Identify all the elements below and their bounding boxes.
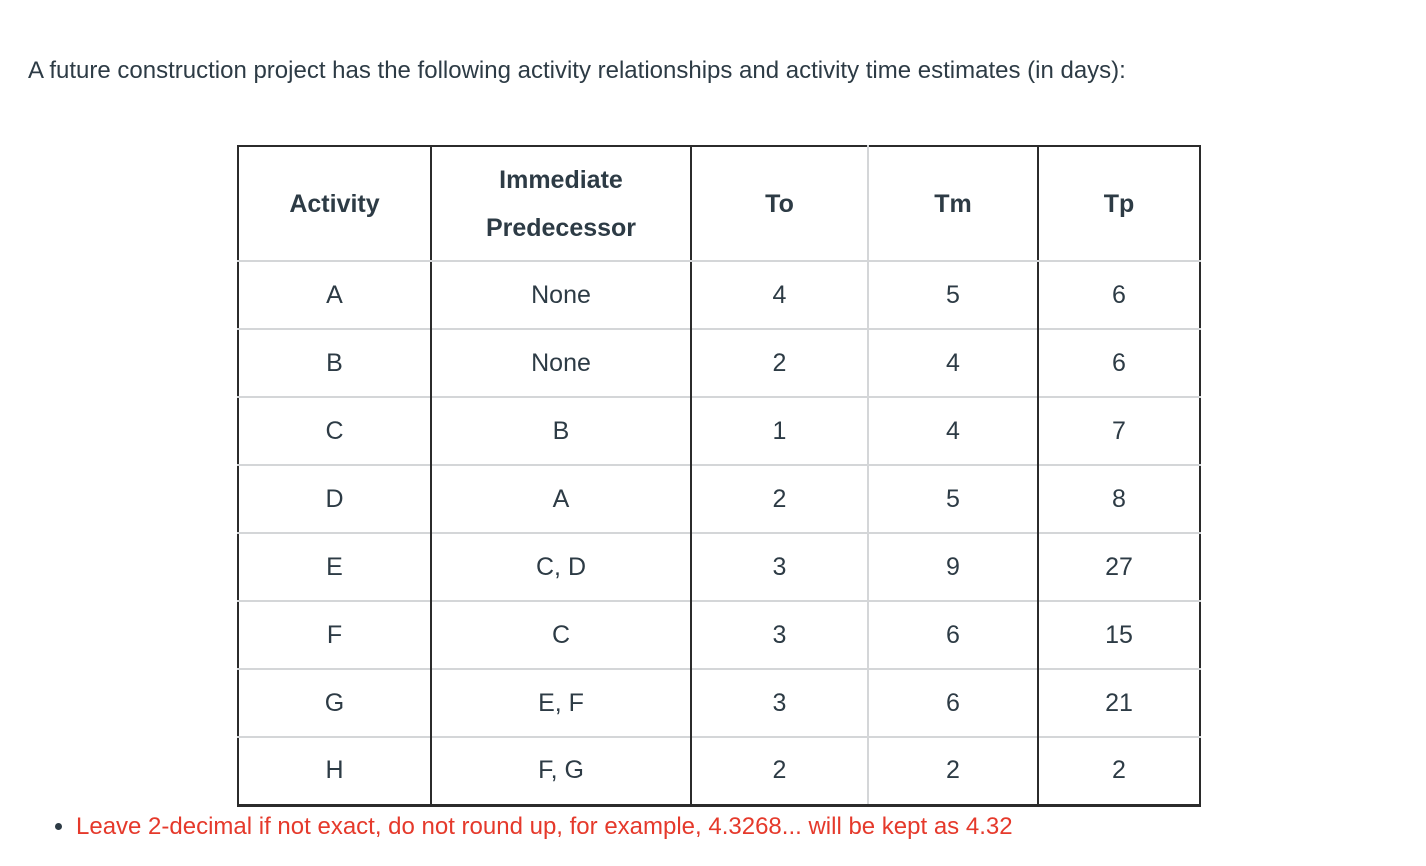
column-header-tp: Tp xyxy=(1037,146,1200,262)
table-cell: 2 xyxy=(867,736,1038,805)
table-cell: A xyxy=(430,464,691,533)
table-cell: A xyxy=(326,280,343,309)
table-cell: 4 xyxy=(867,328,1038,397)
table-cell: 15 xyxy=(1037,600,1200,669)
table-cell: C xyxy=(430,600,691,669)
activity-table: Activity Immediate Predecessor To Tm Tp … xyxy=(237,145,1201,807)
table-cell: 2 xyxy=(690,328,868,397)
table-cell: F, G xyxy=(430,736,691,805)
table-cell: E xyxy=(238,532,431,601)
table-row: D A 2 5 8 xyxy=(238,464,1200,533)
table-cell: 2 xyxy=(1037,736,1200,805)
table-cell: 1 xyxy=(690,396,868,465)
table-cell: 3 xyxy=(690,668,868,737)
table-cell: 3 xyxy=(690,532,868,601)
question-intro: A future construction project has the fo… xyxy=(28,57,1126,84)
note-list-item: Leave 2-decimal if not exact, do not rou… xyxy=(76,806,1408,848)
table-cell: 6 xyxy=(1037,328,1200,397)
table-cell: 2 xyxy=(690,736,868,805)
instruction-note-text: Leave 2-decimal if not exact, do not rou… xyxy=(76,813,1013,840)
table-cell: B xyxy=(430,396,691,465)
table-cell: B xyxy=(238,328,431,397)
instruction-note-list: Leave 2-decimal if not exact, do not rou… xyxy=(28,806,1408,848)
column-header-to: To xyxy=(690,146,868,262)
table-row: B None 2 4 6 xyxy=(238,328,1200,397)
column-header-tm: Tm xyxy=(867,146,1038,262)
table-cell: C, D xyxy=(430,532,691,601)
table-cell: 21 xyxy=(1037,668,1200,737)
table-cell: D xyxy=(238,464,431,533)
table-cell: 5 xyxy=(867,261,1038,329)
table-cell: 6 xyxy=(867,668,1038,737)
table-row: E C, D 3 9 27 xyxy=(238,532,1200,601)
column-header-immediate-predecessor: Immediate Predecessor xyxy=(430,146,691,262)
table-cell: 6 xyxy=(867,600,1038,669)
table-row: C B 1 4 7 xyxy=(238,396,1200,465)
table-cell: 2 xyxy=(690,464,868,533)
column-header-activity: Activity xyxy=(238,146,431,262)
table-cell: 9 xyxy=(867,532,1038,601)
table-cell: 27 xyxy=(1037,532,1200,601)
table-cell: 7 xyxy=(1037,396,1200,465)
table-cell: 3 xyxy=(690,600,868,669)
table-cell: None xyxy=(430,261,691,329)
table-row: F C 3 6 15 xyxy=(238,600,1200,669)
table-cell: 4 xyxy=(867,396,1038,465)
table-cell: F xyxy=(238,600,431,669)
table-cell: C xyxy=(238,396,431,465)
table-cell: 5 xyxy=(867,464,1038,533)
table-cell: None xyxy=(430,328,691,397)
table-header-row: Activity Immediate Predecessor To Tm Tp xyxy=(238,146,1200,262)
table-row: A None 4 5 6 xyxy=(238,261,1200,329)
table-row: H F, G 2 2 2 xyxy=(238,736,1200,805)
table-cell: H xyxy=(238,736,431,805)
table-cell: 4 xyxy=(690,261,868,329)
table-cell: G xyxy=(238,668,431,737)
table-cell: 8 xyxy=(1037,464,1200,533)
table-cell: E, F xyxy=(430,668,691,737)
table-cell: 6 xyxy=(1037,261,1200,329)
table-row: G E, F 3 6 21 xyxy=(238,668,1200,737)
